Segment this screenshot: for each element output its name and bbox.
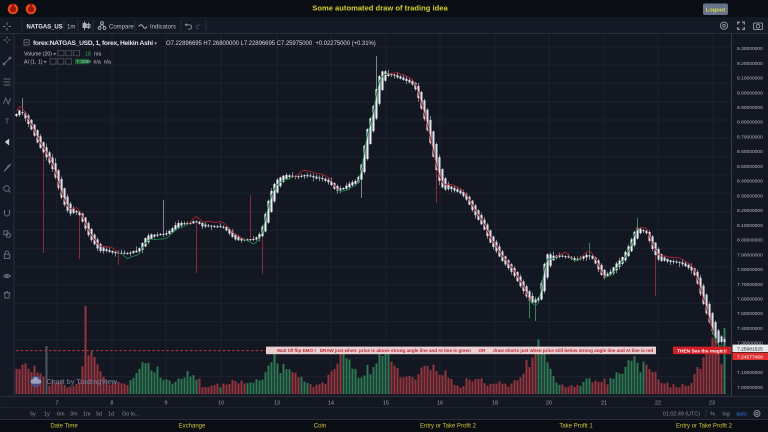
svg-text:8.50000000: 8.50000000 [737, 164, 763, 170]
svg-text:NATGAS_US: NATGAS_US [27, 24, 63, 30]
svg-text:9: 9 [165, 401, 168, 407]
svg-text:%: % [710, 412, 715, 418]
svg-text:7.60000000: 7.60000000 [737, 297, 763, 303]
svg-text:7.25981525: 7.25981525 [737, 346, 763, 352]
svg-text:Go to...: Go to... [122, 412, 140, 418]
svg-text:8.60000000: 8.60000000 [737, 149, 763, 155]
svg-text:O7.22896695 H7.26800000 L7.228: O7.22896695 H7.26800000 L7.22896695 C7.2… [166, 41, 376, 47]
svg-text:5d: 5d [96, 412, 102, 418]
svg-text:1y: 1y [44, 412, 50, 418]
svg-text:8.10000000: 8.10000000 [737, 223, 763, 229]
svg-text:Coin: Coin [314, 424, 326, 430]
svg-text:7.24577468: 7.24577468 [737, 354, 763, 360]
svg-text:22: 22 [655, 401, 661, 407]
svg-text:8.90000000: 8.90000000 [737, 105, 763, 111]
svg-text:AI (1, 1) ▾: AI (1, 1) ▾ [24, 60, 47, 66]
svg-text:14: 14 [328, 401, 334, 407]
svg-text:9.00000000: 9.00000000 [737, 90, 763, 96]
svg-text:Compare: Compare [109, 24, 134, 30]
svg-text:7.40000000: 7.40000000 [737, 326, 763, 332]
svg-text:18: 18 [85, 51, 91, 57]
svg-text:1m: 1m [83, 412, 91, 418]
svg-text:5y: 5y [30, 412, 36, 418]
svg-text:Date Time: Date Time [50, 424, 78, 430]
svg-text:Some automated draw of trading: Some automated draw of trading idea [312, 4, 448, 13]
svg-text:7: 7 [56, 401, 59, 407]
svg-text:20: 20 [546, 401, 552, 407]
svg-text:Entry or Take Profit 2: Entry or Take Profit 2 [676, 424, 733, 430]
svg-text:Exchange: Exchange [179, 424, 206, 430]
svg-text:8.80000000: 8.80000000 [737, 120, 763, 126]
svg-text:9.10000000: 9.10000000 [737, 76, 763, 82]
svg-text:auto: auto [736, 412, 747, 418]
svg-text:3m: 3m [70, 412, 78, 418]
svg-text:n/a: n/a [94, 60, 101, 66]
svg-text:1d: 1d [108, 412, 114, 418]
svg-text:7.50000000: 7.50000000 [737, 311, 763, 317]
svg-text:9.20000000: 9.20000000 [737, 61, 763, 67]
svg-text:Entry or Take Profit 2: Entry or Take Profit 2 [420, 424, 477, 430]
svg-text:10: 10 [218, 401, 224, 407]
svg-text:8.30000000: 8.30000000 [737, 193, 763, 199]
svg-text:n/a: n/a [94, 51, 101, 57]
svg-text:8.20000000: 8.20000000 [737, 208, 763, 214]
svg-text:log: log [722, 412, 729, 418]
svg-text:7.3098: 7.3098 [76, 59, 91, 65]
svg-text:Indicators: Indicators [150, 24, 176, 30]
svg-text:Volume (20) ▾: Volume (20) ▾ [24, 51, 56, 57]
svg-text:Take Profit 1: Take Profit 1 [559, 424, 593, 430]
svg-text:1m: 1m [67, 24, 75, 30]
svg-text:23: 23 [709, 401, 715, 407]
svg-text:7.90000000: 7.90000000 [737, 252, 763, 258]
svg-text:8: 8 [111, 401, 114, 407]
svg-text:6m: 6m [57, 412, 65, 418]
svg-text:7.70000000: 7.70000000 [737, 282, 763, 288]
svg-text:7.10000000: 7.10000000 [737, 370, 763, 376]
svg-text:13: 13 [274, 401, 280, 407]
svg-text:THEN See the magic!!: THEN See the magic!! [677, 348, 727, 354]
svg-text:21: 21 [601, 401, 607, 407]
svg-text:7.00000000: 7.00000000 [737, 385, 763, 391]
svg-text:Chart by TradingView: Chart by TradingView [47, 379, 118, 386]
svg-text:Wait till flip EMO ! DRAW ju: Wait till flip EMO ! DRAW just when: pri… [277, 348, 653, 353]
svg-text:T: T [5, 117, 10, 126]
svg-text:18: 18 [492, 401, 498, 407]
svg-text:forex:NATGAS_USD, 1, forex, He: forex:NATGAS_USD, 1, forex, Heikin Ashi … [33, 40, 157, 47]
svg-text:8.00000000: 8.00000000 [737, 238, 763, 244]
svg-text:8.70000000: 8.70000000 [737, 135, 763, 141]
svg-text:8.40000000: 8.40000000 [737, 179, 763, 185]
svg-text:n/a: n/a [104, 60, 111, 66]
svg-text:7.80000000: 7.80000000 [737, 267, 763, 273]
svg-text:01:02:49 (UTC): 01:02:49 (UTC) [663, 412, 700, 418]
svg-text:7.30000000: 7.30000000 [737, 341, 763, 347]
svg-text:16: 16 [437, 401, 443, 407]
svg-text:Logout: Logout [706, 8, 726, 14]
svg-text:9.30000000: 9.30000000 [737, 46, 763, 52]
svg-text:15: 15 [383, 401, 389, 407]
